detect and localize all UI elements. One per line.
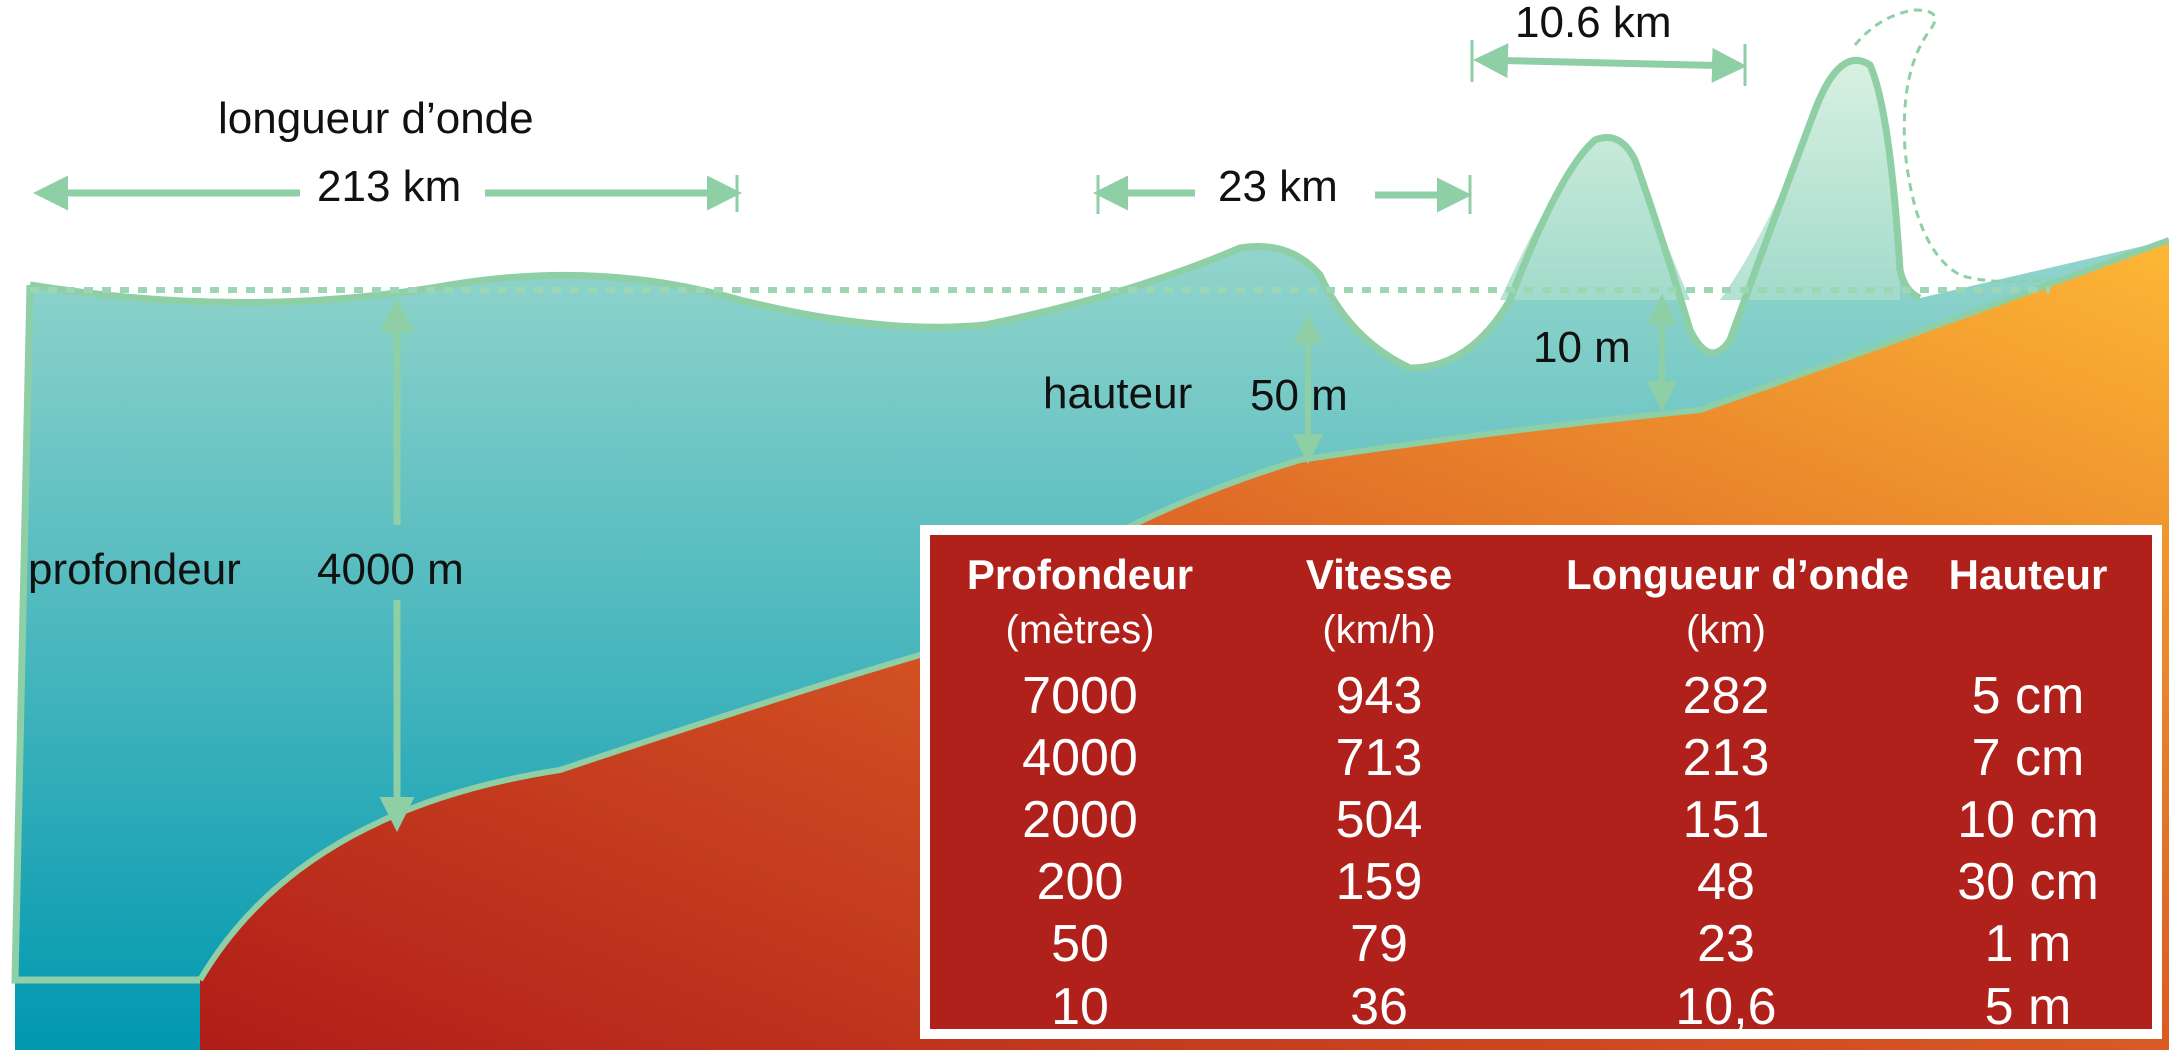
wavelength-23-label: 23 km [1218, 162, 1338, 211]
table-header: Longueur d’onde [1566, 551, 1909, 598]
depth-title: profondeur [28, 545, 241, 594]
table-cell: 159 [1335, 853, 1423, 911]
table-cell: 4000 [1022, 729, 1138, 787]
water-left-edge [11, 284, 200, 984]
tsunami-data-table: Profondeur (mètres) 7000 4000 2000 200 5… [920, 525, 2162, 1039]
wave-surface [29, 56, 1922, 372]
table-cell: 5 m [1984, 978, 2072, 1036]
height-50-label: 50 m [1250, 371, 1348, 420]
table-cell: 282 [1682, 667, 1770, 725]
table-cell: 943 [1335, 667, 1423, 725]
breaking-wave-outline [1853, 8, 2051, 284]
table-header: Profondeur [966, 551, 1194, 598]
table-cell: 23 [1697, 915, 1755, 973]
table-header: Hauteur [1948, 551, 2108, 598]
table-cell: 36 [1350, 978, 1408, 1036]
table-cell: 713 [1335, 729, 1423, 787]
table-cell: 504 [1335, 791, 1423, 849]
table-cell: 10,6 [1675, 978, 1777, 1036]
table-unit: (mètres) [1005, 608, 1155, 652]
wave-crest-highlight [1500, 60, 1900, 301]
table-unit: (km) [1686, 608, 1766, 652]
table-cell: 151 [1682, 791, 1770, 849]
table-cell: 48 [1697, 853, 1755, 911]
depth-4000-label: 4000 m [317, 545, 464, 594]
wavelength-213-label: 213 km [317, 162, 461, 211]
table-cell: 50 [1051, 915, 1109, 973]
table-cell: 2000 [1022, 791, 1138, 849]
table-cell: 79 [1350, 915, 1408, 973]
wavelength-10-6-label: 10.6 km [1515, 0, 1672, 47]
table-cell: 7 cm [1971, 729, 2085, 787]
table-cell: 5 cm [1971, 667, 2085, 725]
table-unit: (km/h) [1322, 608, 1436, 652]
table-cell: 1 m [1984, 915, 2072, 973]
table-cell: 213 [1682, 729, 1770, 787]
wavelength-arrow-10-6 [1473, 43, 1747, 83]
table-cell: 10 cm [1957, 791, 2099, 849]
table-header: Vitesse [1305, 551, 1453, 598]
table-cell: 7000 [1022, 667, 1138, 725]
height-title: hauteur [1043, 369, 1192, 418]
table-cell: 200 [1036, 853, 1124, 911]
wavelength-title: longueur d’onde [218, 94, 534, 143]
height-10-label: 10 m [1533, 323, 1631, 372]
table-cell: 10 [1051, 978, 1109, 1036]
table-cell: 30 cm [1957, 853, 2099, 911]
